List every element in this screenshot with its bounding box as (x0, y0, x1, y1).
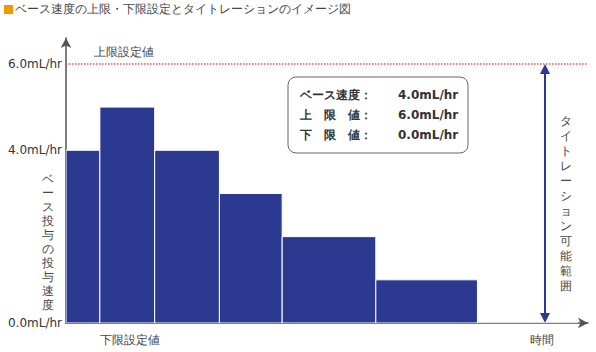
svg-text:6.0mL/hr: 6.0mL/hr (8, 57, 62, 71)
svg-text:ベ: ベ (42, 172, 54, 186)
svg-text:ー: ー (560, 174, 572, 188)
svg-text:ン: ン (560, 219, 572, 233)
svg-text:イ: イ (560, 129, 572, 143)
svg-text:の: の (42, 242, 54, 256)
svg-text:ョ: ョ (560, 204, 572, 218)
svg-text:可: 可 (560, 234, 572, 248)
svg-text:能: 能 (560, 249, 572, 263)
svg-text:6.0mL/hr: 6.0mL/hr (398, 108, 458, 122)
svg-text:4.0mL/hr: 4.0mL/hr (398, 88, 458, 102)
svg-text:与: 与 (42, 228, 54, 242)
svg-text:ー: ー (42, 186, 54, 200)
svg-text:上限設定値: 上限設定値 (94, 45, 154, 59)
svg-text:投: 投 (41, 214, 54, 228)
svg-text:度: 度 (42, 298, 54, 312)
svg-text:0.0mL/hr: 0.0mL/hr (398, 128, 458, 142)
svg-text:レ: レ (560, 159, 572, 173)
svg-text:0.0mL/hr: 0.0mL/hr (8, 316, 62, 330)
svg-text:上 限 値：: 上 限 値： (299, 108, 372, 122)
svg-text:シ: シ (560, 189, 572, 203)
svg-text:投: 投 (41, 256, 54, 270)
svg-text:速: 速 (42, 284, 54, 298)
svg-text:囲: 囲 (560, 279, 572, 293)
svg-text:ス: ス (42, 200, 54, 214)
svg-text:下 限 値：: 下 限 値： (299, 128, 372, 142)
svg-text:ベース速度：: ベース速度： (299, 88, 372, 102)
svg-text:時間: 時間 (530, 333, 554, 347)
svg-text:4.0mL/hr: 4.0mL/hr (8, 143, 62, 157)
svg-text:下限設定値: 下限設定値 (100, 333, 160, 347)
svg-text:ベース速度の上限・下限設定とタイトレーションのイメージ図: ベース速度の上限・下限設定とタイトレーションのイメージ図 (15, 2, 351, 16)
svg-text:与: 与 (42, 270, 54, 284)
svg-text:ト: ト (560, 144, 572, 158)
svg-text:タ: タ (560, 114, 572, 128)
svg-text:範: 範 (560, 264, 572, 278)
